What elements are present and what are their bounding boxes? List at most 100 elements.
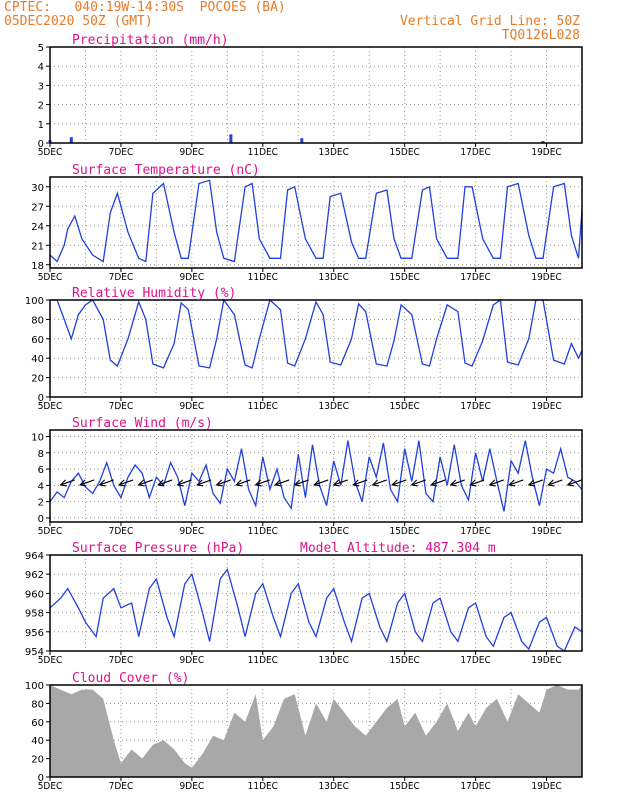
wind-arrow <box>138 479 153 486</box>
wind-arrow <box>118 479 134 486</box>
panel-title: Relative Humidity (%) <box>72 286 236 301</box>
wind-arrow <box>216 479 231 486</box>
y-tick-label: 958 <box>25 609 44 620</box>
wind-arrow-head <box>313 479 321 487</box>
x-tick-label: 9DEC <box>180 401 205 412</box>
y-tick-label: 0 <box>38 393 44 404</box>
series-line <box>50 298 583 369</box>
y-tick-label: 5 <box>38 43 44 54</box>
panel-frame <box>49 299 583 398</box>
wind-arrow <box>99 479 114 486</box>
y-tick-label: 18 <box>31 261 44 272</box>
wind-arrow <box>450 479 465 486</box>
x-tick-label: 7DEC <box>109 272 134 283</box>
x-tick-label: 9DEC <box>180 147 205 158</box>
wind-arrow-head <box>254 479 262 487</box>
x-tick-label: 19DEC <box>531 781 561 792</box>
y-tick-label: 960 <box>25 589 44 600</box>
x-tick-label: 11DEC <box>248 655 278 666</box>
wind-arrow-head <box>469 479 477 487</box>
x-tick-label: 15DEC <box>389 147 419 158</box>
y-tick-label: 2 <box>38 498 44 509</box>
wind-arrow-head <box>59 479 67 487</box>
precip-bar <box>69 137 73 143</box>
x-tick-label: 5DEC <box>38 526 63 537</box>
x-tick-label: 17DEC <box>460 781 490 792</box>
wind-arrow <box>470 479 485 486</box>
y-tick-label: 1 <box>38 120 44 131</box>
wind-arrow <box>197 479 212 486</box>
x-tick-label: 19DEC <box>531 272 561 283</box>
panel-frame <box>49 176 583 269</box>
x-tick-label: 13DEC <box>319 655 349 666</box>
x-tick-label: 7DEC <box>109 526 134 537</box>
wind-arrow-head <box>196 479 204 487</box>
series-line <box>49 179 583 263</box>
wind-arrow-head <box>293 479 301 487</box>
model-altitude: Model Altitude: 487.304 m <box>300 541 496 556</box>
wind-arrow <box>431 479 446 486</box>
wind-arrow-head <box>157 479 165 487</box>
y-tick-label: 10 <box>31 433 44 444</box>
y-tick-label: 21 <box>31 241 44 252</box>
x-tick-label: 11DEC <box>248 272 278 283</box>
station-header: CPTEC: 040:19W-14:30S POCOES (BA) <box>4 0 286 15</box>
wind-arrow <box>60 479 75 486</box>
y-tick-label: 964 <box>25 551 44 562</box>
y-tick-label: 8 <box>38 449 44 460</box>
y-tick-label: 956 <box>25 628 44 639</box>
x-tick-label: 11DEC <box>248 147 278 158</box>
wind-arrow <box>314 479 329 486</box>
y-tick-label: 24 <box>31 222 44 233</box>
panel-frame <box>49 429 583 523</box>
wind-arrow <box>294 479 309 486</box>
series-line <box>49 440 583 512</box>
wind-arrow-head <box>527 479 535 487</box>
y-tick-label: 20 <box>31 374 44 385</box>
x-tick-label: 11DEC <box>248 781 278 792</box>
x-tick-label: 13DEC <box>319 272 349 283</box>
y-tick-label: 100 <box>25 681 44 692</box>
panel-frame <box>49 554 583 652</box>
x-tick-label: 5DEC <box>38 655 63 666</box>
wind-arrow <box>528 479 543 486</box>
wind-arrow-head <box>566 479 574 487</box>
x-tick-label: 19DEC <box>531 147 561 158</box>
precip-bar <box>229 134 233 143</box>
y-tick-label: 6 <box>38 465 44 476</box>
series-line <box>49 567 583 652</box>
x-tick-label: 7DEC <box>109 655 134 666</box>
wind-arrow <box>333 479 348 486</box>
panel-title: Surface Pressure (hPa) <box>72 541 244 556</box>
x-tick-label: 13DEC <box>319 401 349 412</box>
model-code: TQ0126L028 <box>501 28 580 43</box>
x-tick-label: 17DEC <box>460 272 490 283</box>
wind-arrow <box>392 479 407 486</box>
y-tick-label: 40 <box>31 354 44 365</box>
y-tick-label: 80 <box>31 699 44 710</box>
precip-bar <box>541 141 545 143</box>
wind-arrow <box>353 479 368 486</box>
y-tick-label: 2 <box>38 101 44 112</box>
grid-line-note: Vertical Grid Line: 50Z <box>399 14 580 29</box>
x-tick-label: 17DEC <box>460 526 490 537</box>
x-tick-label: 19DEC <box>531 655 561 666</box>
wind-arrow-head <box>98 479 106 487</box>
y-tick-label: 3 <box>38 81 44 92</box>
x-tick-label: 13DEC <box>319 781 349 792</box>
wind-arrow <box>509 479 524 486</box>
x-tick-label: 9DEC <box>180 272 205 283</box>
y-tick-label: 100 <box>25 296 44 307</box>
wind-arrow-head <box>430 479 438 487</box>
wind-arrow <box>79 479 95 486</box>
y-tick-label: 0 <box>38 514 44 525</box>
y-tick-label: 40 <box>31 736 44 747</box>
x-tick-label: 11DEC <box>248 526 278 537</box>
x-tick-label: 15DEC <box>389 272 419 283</box>
wind-arrow-head <box>449 479 457 487</box>
wind-arrow-head <box>547 479 555 487</box>
wind-arrow-head <box>235 479 243 487</box>
x-tick-label: 9DEC <box>180 781 205 792</box>
x-tick-label: 7DEC <box>109 147 134 158</box>
y-tick-label: 0 <box>38 773 44 784</box>
